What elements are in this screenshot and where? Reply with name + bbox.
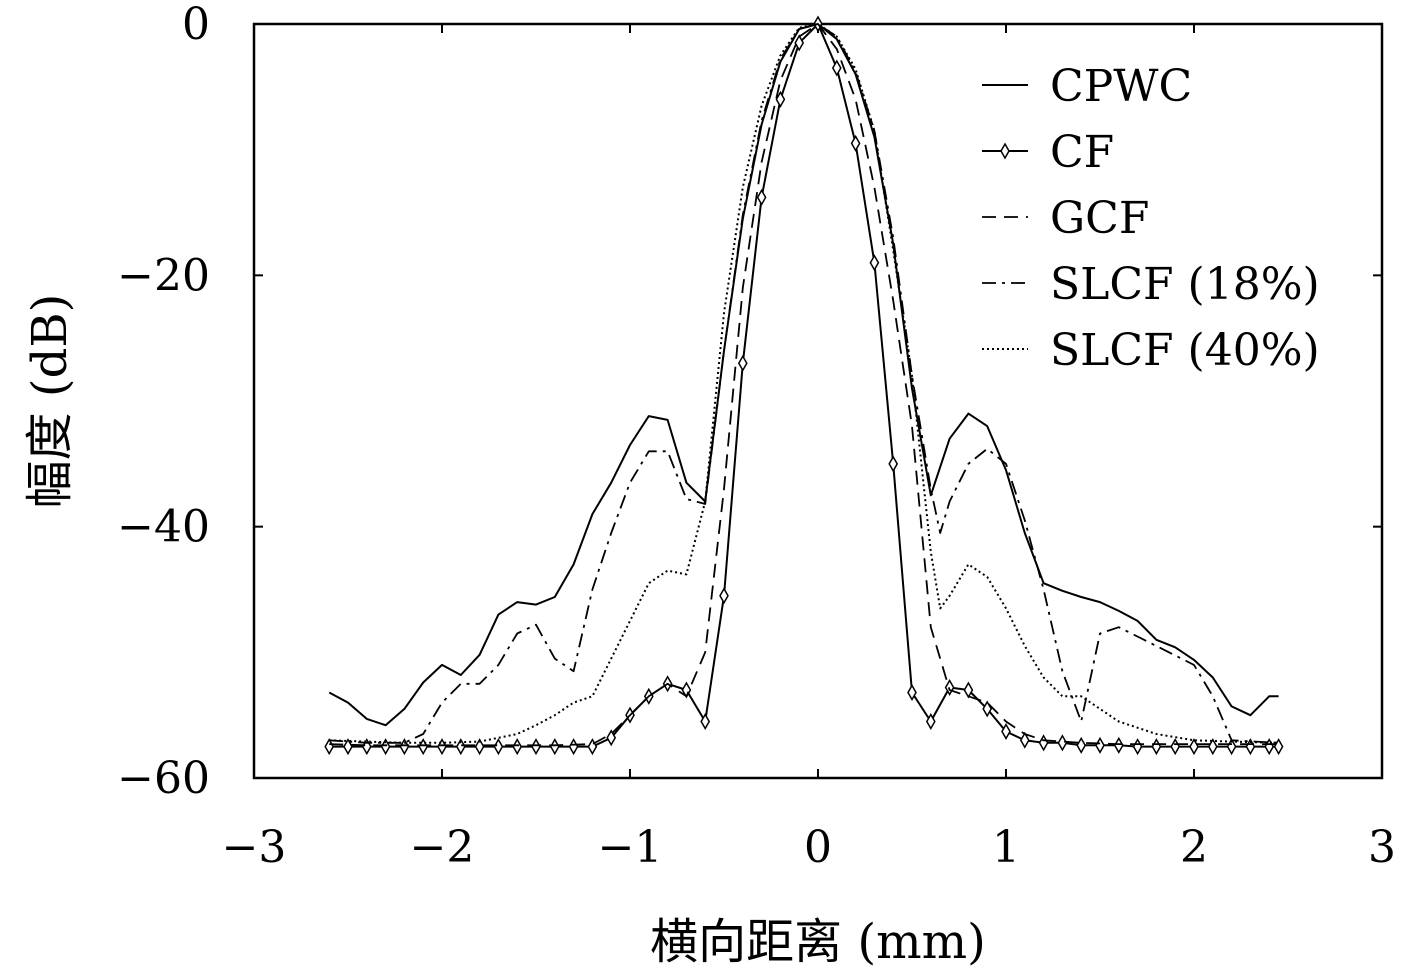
data-point-marker (737, 354, 748, 372)
data-point-marker (399, 738, 410, 756)
data-point-marker (831, 59, 842, 77)
series-slcf-40- (329, 23, 1279, 744)
data-point-marker (343, 738, 353, 756)
data-point-marker (587, 738, 598, 756)
series-gcf (329, 23, 1279, 747)
x-tick-label: 3 (1368, 822, 1396, 873)
x-axis-title: 横向距离 (mm) (650, 914, 986, 970)
y-tick-label: −60 (117, 753, 210, 804)
data-point-marker (1170, 738, 1181, 756)
data-point-marker (1095, 736, 1105, 754)
data-point-marker (437, 738, 447, 756)
data-point-marker (1273, 738, 1284, 756)
series-cf (324, 15, 1284, 756)
series-line (329, 23, 1279, 744)
data-point-marker (1207, 738, 1218, 756)
legend-label: CF (1050, 127, 1114, 178)
data-point-marker (493, 738, 504, 756)
x-tick-label: −1 (598, 822, 663, 873)
data-point-marker (455, 738, 466, 756)
tick-labels: −3 −2 −1 0 1 2 3 0 −20 −40 −60 (117, 0, 1396, 873)
series-layer (324, 15, 1284, 756)
x-tick-label: −3 (222, 822, 287, 873)
data-point-marker (775, 90, 786, 108)
x-tick-label: 0 (804, 822, 832, 873)
legend: CPWC CF GCF SLCF (18%) SLCF (40%) (982, 61, 1320, 376)
data-point-marker (380, 738, 391, 756)
data-point-marker (1189, 738, 1199, 756)
data-point-marker (474, 738, 485, 756)
data-point-marker (719, 587, 729, 605)
data-point-marker (869, 254, 880, 272)
series-line (329, 23, 1279, 748)
legend-item: SLCF (40%) (982, 325, 1320, 376)
x-tick-label: −2 (410, 822, 475, 873)
data-point-marker (794, 34, 805, 52)
data-point-marker (1113, 736, 1124, 754)
data-point-marker (1057, 734, 1068, 752)
data-point-marker (888, 455, 899, 473)
legend-marker (1000, 142, 1010, 160)
x-tick-label: 2 (1180, 822, 1208, 873)
legend-label: SLCF (18%) (1050, 259, 1320, 310)
data-point-marker (756, 188, 767, 206)
data-point-marker (850, 134, 861, 152)
data-point-marker (925, 712, 936, 730)
data-point-marker (531, 738, 541, 756)
data-point-marker (700, 712, 711, 730)
legend-item: GCF (982, 193, 1149, 244)
legend-label: SLCF (40%) (1050, 325, 1320, 376)
legend-item: CPWC (982, 61, 1192, 112)
series-slcf-18- (329, 23, 1279, 744)
y-tick-label: −20 (117, 250, 210, 301)
y-tick-label: −40 (117, 502, 210, 553)
data-point-marker (1038, 734, 1049, 752)
plot-frame (252, 22, 1384, 780)
data-point-marker (418, 738, 429, 756)
series-line (329, 23, 1279, 744)
data-point-marker (549, 738, 560, 756)
y-tick-label: 0 (182, 0, 210, 50)
data-point-marker (907, 684, 917, 702)
data-point-marker (963, 681, 974, 699)
legend-item: SLCF (18%) (982, 259, 1320, 310)
data-point-marker (324, 738, 335, 756)
data-point-marker (568, 738, 579, 756)
axis-ticks (253, 23, 1383, 779)
series-line (329, 23, 1279, 747)
data-point-marker (361, 738, 372, 756)
data-point-marker (512, 738, 523, 756)
y-axis-title: 幅度 (dB) (22, 294, 78, 509)
data-point-marker (1076, 736, 1087, 754)
legend-label: GCF (1050, 193, 1149, 244)
data-point-marker (1151, 738, 1162, 756)
data-point-marker (1132, 738, 1143, 756)
data-point-marker (606, 729, 617, 747)
data-point-marker (1019, 731, 1030, 749)
data-point-marker (1001, 722, 1011, 741)
x-tick-label: 1 (992, 822, 1020, 873)
legend-item: CF (982, 127, 1114, 178)
legend-label: CPWC (1050, 61, 1192, 112)
